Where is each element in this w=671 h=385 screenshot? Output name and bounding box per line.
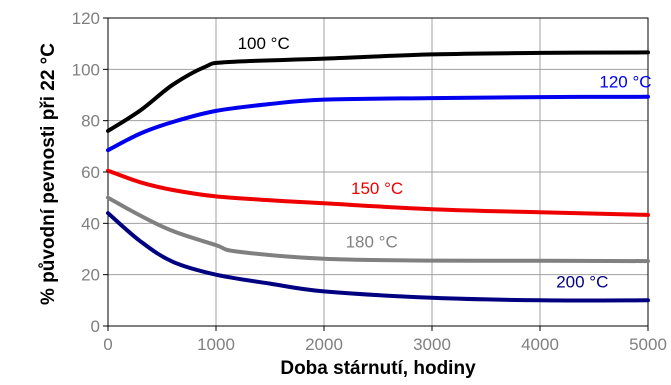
series-line-3 [106,195,650,264]
y-tick-label: 60 [81,163,100,182]
y-tick-label: 40 [81,214,100,233]
y-tick-label: 20 [81,266,100,285]
series-label-4: 200 °C [556,273,608,292]
x-axis-title: Doba stárnutí, hodiny [280,358,476,379]
x-tick-label: 4000 [521,335,559,354]
x-tick-label: 5000 [629,335,667,354]
y-axis-ticks: 0 20 40 60 80 100 120 [72,9,108,336]
y-tick-label: 100 [72,60,100,79]
y-tick-label: 0 [91,317,100,336]
x-tick-label: 3000 [413,335,451,354]
series-line-2 [106,168,650,217]
series-label-0: 100 °C [238,34,290,53]
y-tick-label: 120 [72,9,100,28]
x-axis-ticks: 0 1000 2000 3000 4000 5000 [103,326,667,354]
series-label-3: 180 °C [346,233,398,252]
x-tick-label: 1000 [197,335,235,354]
series-lines [106,50,650,303]
x-tick-label: 2000 [305,335,343,354]
series-line-4 [106,211,650,303]
y-tick-label: 80 [81,112,100,131]
y-axis-title: % původní pevnosti při 22 °C [38,43,59,305]
x-tick-label: 0 [103,335,112,354]
series-label-1: 120 °C [599,72,651,91]
series-labels: 100 °C 120 °C 150 °C 180 °C 200 °C [238,34,652,292]
series-line-1 [106,94,650,153]
series-label-2: 150 °C [351,179,403,198]
series-line-0 [106,50,650,133]
